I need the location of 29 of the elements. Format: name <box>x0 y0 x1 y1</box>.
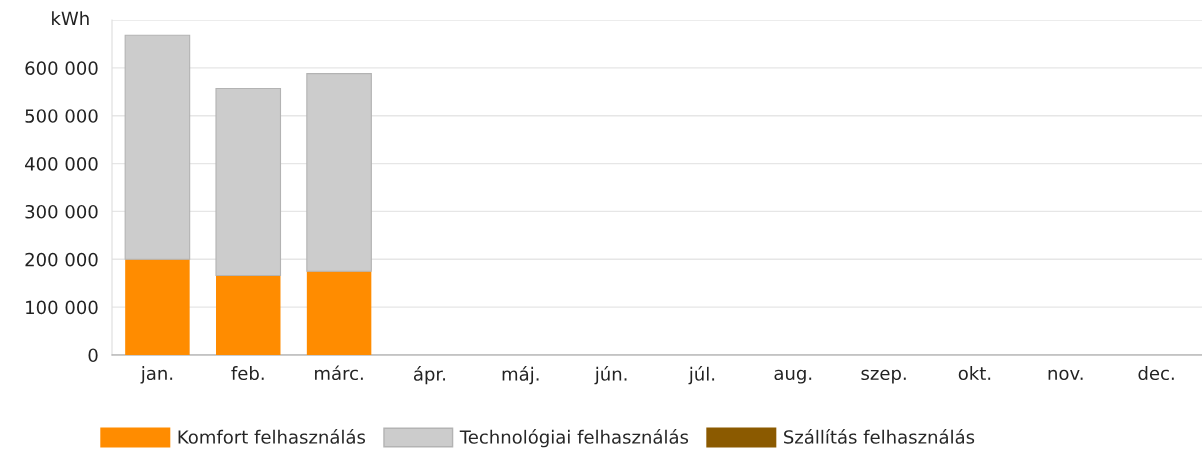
legend-label: Technológiai felhasználás <box>459 429 689 448</box>
y-tick-label: 200 000 <box>25 252 98 267</box>
bar <box>215 87 282 277</box>
y-tick-label: 300 000 <box>25 204 98 219</box>
x-tick-label: nov. <box>1048 369 1083 381</box>
x-tick-label: dec. <box>1138 366 1174 381</box>
y-axis-title: kWh <box>52 11 89 25</box>
x-tick-label: márc. <box>315 365 363 381</box>
x-tick-label: júl. <box>688 366 715 385</box>
x-tick-label: ápr. <box>413 366 445 385</box>
bar <box>124 34 191 260</box>
bar <box>306 73 372 272</box>
y-tick-label: 400 000 <box>25 157 98 171</box>
y-tick-label: 600 000 <box>25 61 98 75</box>
legend-label: Szállítás felhasználás <box>784 429 975 444</box>
bar <box>125 259 190 355</box>
legend-label: Komfort felhasználás <box>178 429 366 444</box>
x-tick-label: máj. <box>502 366 539 385</box>
x-tick-label: jan. <box>140 366 173 384</box>
x-tick-label: szep. <box>861 369 906 384</box>
x-tick-label: feb. <box>231 366 264 381</box>
y-tick-label: 500 000 <box>25 109 98 123</box>
x-tick-label: okt. <box>958 366 991 381</box>
y-tick-label: 100 000 <box>26 300 98 315</box>
bar <box>216 275 281 355</box>
bar <box>306 271 372 355</box>
x-tick-label: jún. <box>594 366 627 385</box>
x-tick-label: aug. <box>774 369 812 384</box>
y-tick-label: 0 <box>88 348 98 363</box>
